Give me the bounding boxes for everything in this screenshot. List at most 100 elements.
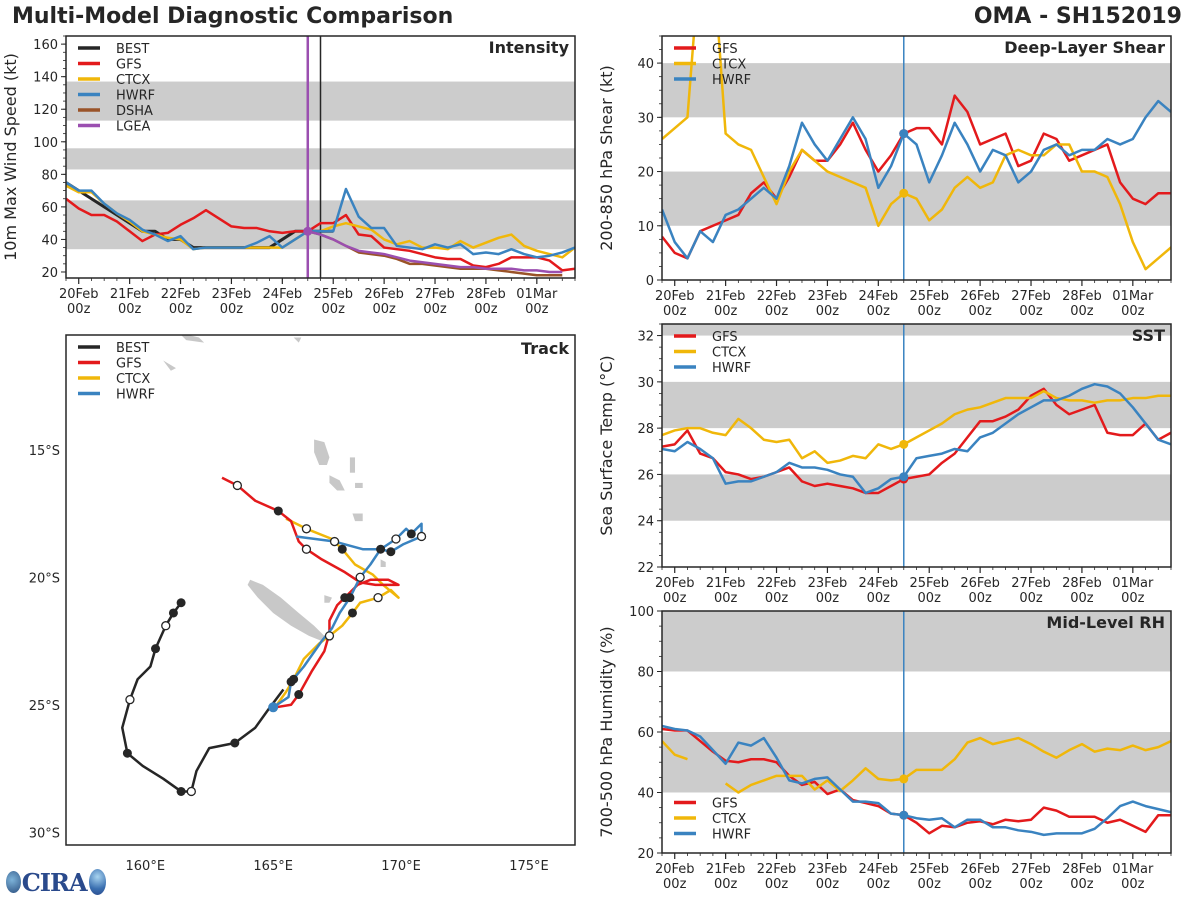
- panel-shear: 01020304020Feb00z21Feb00z22Feb00z23Feb00…: [597, 35, 1172, 319]
- series-line-ctcx: [662, 740, 688, 761]
- lon-tick-label: 165°E: [253, 859, 293, 874]
- legend-label-dsha: DSHA: [116, 104, 153, 119]
- x-tick-label: 27Feb: [1011, 289, 1051, 304]
- x-tick-sublabel: 00z: [867, 591, 891, 606]
- track-marker-open: [416, 531, 427, 542]
- x-tick-label: 25Feb: [909, 862, 949, 877]
- track-marker-open: [186, 786, 196, 797]
- track-line-best: [121, 601, 285, 793]
- solomon-land: [163, 360, 176, 371]
- y-tick-label: 60: [41, 201, 58, 216]
- x-tick-sublabel: 00z: [271, 302, 295, 317]
- track-marker-filled: [176, 598, 186, 608]
- track-line-hwrf: [272, 522, 423, 709]
- legend-label-hwrf: HWRF: [116, 388, 155, 403]
- x-tick-label: 23Feb: [808, 862, 848, 877]
- track-marker-filled: [347, 608, 357, 618]
- track-marker-filled: [386, 547, 396, 557]
- current-marker-hwrf: [899, 472, 909, 482]
- legend-label-hwrf: HWRF: [712, 73, 751, 88]
- x-tick-sublabel: 00z: [968, 591, 992, 606]
- x-tick-label: 20Feb: [655, 862, 695, 877]
- series-line-hwrf: [662, 724, 1171, 837]
- x-tick-sublabel: 00z: [663, 304, 687, 319]
- series-line-ctcx: [662, 389, 1171, 465]
- track-marker-open: [373, 593, 383, 603]
- panel-rh: 2040608010020Feb00z21Feb00z22Feb00z23Feb…: [597, 605, 1172, 892]
- lat-tick-label: 20°S: [29, 571, 60, 586]
- legend-label-ctcx: CTCX: [116, 372, 150, 387]
- vanuatu-small-island: [355, 482, 363, 488]
- x-tick-label: 21Feb: [706, 576, 746, 591]
- lat-tick-label: 30°S: [29, 826, 60, 841]
- x-tick-label: 26Feb: [960, 289, 1000, 304]
- y-tick-label: 20: [637, 847, 654, 862]
- track-marker-filled: [151, 644, 161, 654]
- y-tick-label: 80: [41, 168, 58, 183]
- y-tick-label: 40: [637, 57, 654, 72]
- series-line-hwrf: [66, 181, 575, 259]
- x-tick-label: 23Feb: [212, 287, 252, 302]
- legend-label-lgea: LGEA: [116, 120, 151, 135]
- x-tick-label: 01Mar: [516, 287, 558, 302]
- x-tick-label: 20Feb: [59, 287, 99, 302]
- x-tick-label: 27Feb: [1011, 862, 1051, 877]
- x-tick-sublabel: 00z: [714, 877, 738, 892]
- y-tick-label: 20: [637, 166, 654, 181]
- series-group: [662, 724, 1171, 837]
- series-group: [662, 36, 1171, 271]
- series-group: [66, 181, 575, 277]
- y-tick-label: 80: [637, 666, 654, 681]
- legend-label-gfs: GFS: [116, 357, 142, 372]
- track-marker-filled: [345, 593, 355, 603]
- x-tick-label: 01Mar: [1112, 289, 1154, 304]
- current-marker-ctcx: [899, 439, 909, 449]
- panel-track: 160°E 165°E 170°E 175°E 15°S 20°S 25°S 30°S Trac…: [29, 334, 576, 874]
- axes-frame: [661, 35, 1172, 281]
- lon-tick-label: 160°E: [126, 859, 166, 874]
- new-caledonia-land: [247, 579, 325, 641]
- lat-tick-label: 15°S: [29, 444, 60, 459]
- x-tick-label: 23Feb: [808, 576, 848, 591]
- series-line-gfs: [662, 727, 1171, 835]
- y-tick-label: 28: [637, 422, 654, 437]
- track-line-gfs: [221, 476, 400, 711]
- x-tick-sublabel: 00z: [918, 304, 942, 319]
- x-tick-sublabel: 00z: [474, 302, 498, 317]
- vanuatu-santo-land: [314, 439, 330, 466]
- track-marker-open: [125, 695, 135, 705]
- series-line-gfs: [662, 94, 1171, 260]
- x-tick-sublabel: 00z: [1121, 591, 1145, 606]
- x-tick-label: 26Feb: [364, 287, 404, 302]
- x-tick-sublabel: 00z: [714, 591, 738, 606]
- lon-tick-label: 170°E: [381, 859, 421, 874]
- y-tick-label: 10: [637, 220, 654, 235]
- axes-frame: [65, 334, 576, 846]
- series-line-hwrf: [662, 382, 1171, 495]
- x-tick-sublabel: 00z: [816, 877, 840, 892]
- y-tick-label: 40: [637, 787, 654, 802]
- x-tick-label: 01Mar: [1112, 862, 1154, 877]
- x-tick-sublabel: 00z: [968, 304, 992, 319]
- x-tick-sublabel: 00z: [714, 304, 738, 319]
- lifou-land: [324, 595, 333, 603]
- shaded-band: [662, 324, 1171, 336]
- x-tick-sublabel: 00z: [918, 877, 942, 892]
- legend-label-gfs: GFS: [712, 42, 738, 57]
- track-start-marker: [268, 702, 279, 713]
- x-tick-label: 28Feb: [1062, 576, 1102, 591]
- shaded-band: [662, 381, 1171, 429]
- track-marker-filled: [122, 748, 132, 758]
- x-tick-label: 22Feb: [757, 576, 797, 591]
- x-tick-label: 20Feb: [655, 576, 695, 591]
- ramm-badge-icon: [88, 869, 106, 895]
- y-tick-label: 24: [637, 515, 654, 530]
- y-tick-label: 40: [41, 233, 58, 248]
- current-marker-hwrf: [899, 810, 909, 820]
- x-tick-sublabel: 00z: [663, 877, 687, 892]
- storm-id: OMA - SH152019: [973, 4, 1182, 29]
- track-marker-filled: [230, 738, 240, 748]
- y-axis-label: 200-850 hPa Shear (kt): [597, 65, 616, 251]
- current-marker-ctcx: [899, 774, 909, 784]
